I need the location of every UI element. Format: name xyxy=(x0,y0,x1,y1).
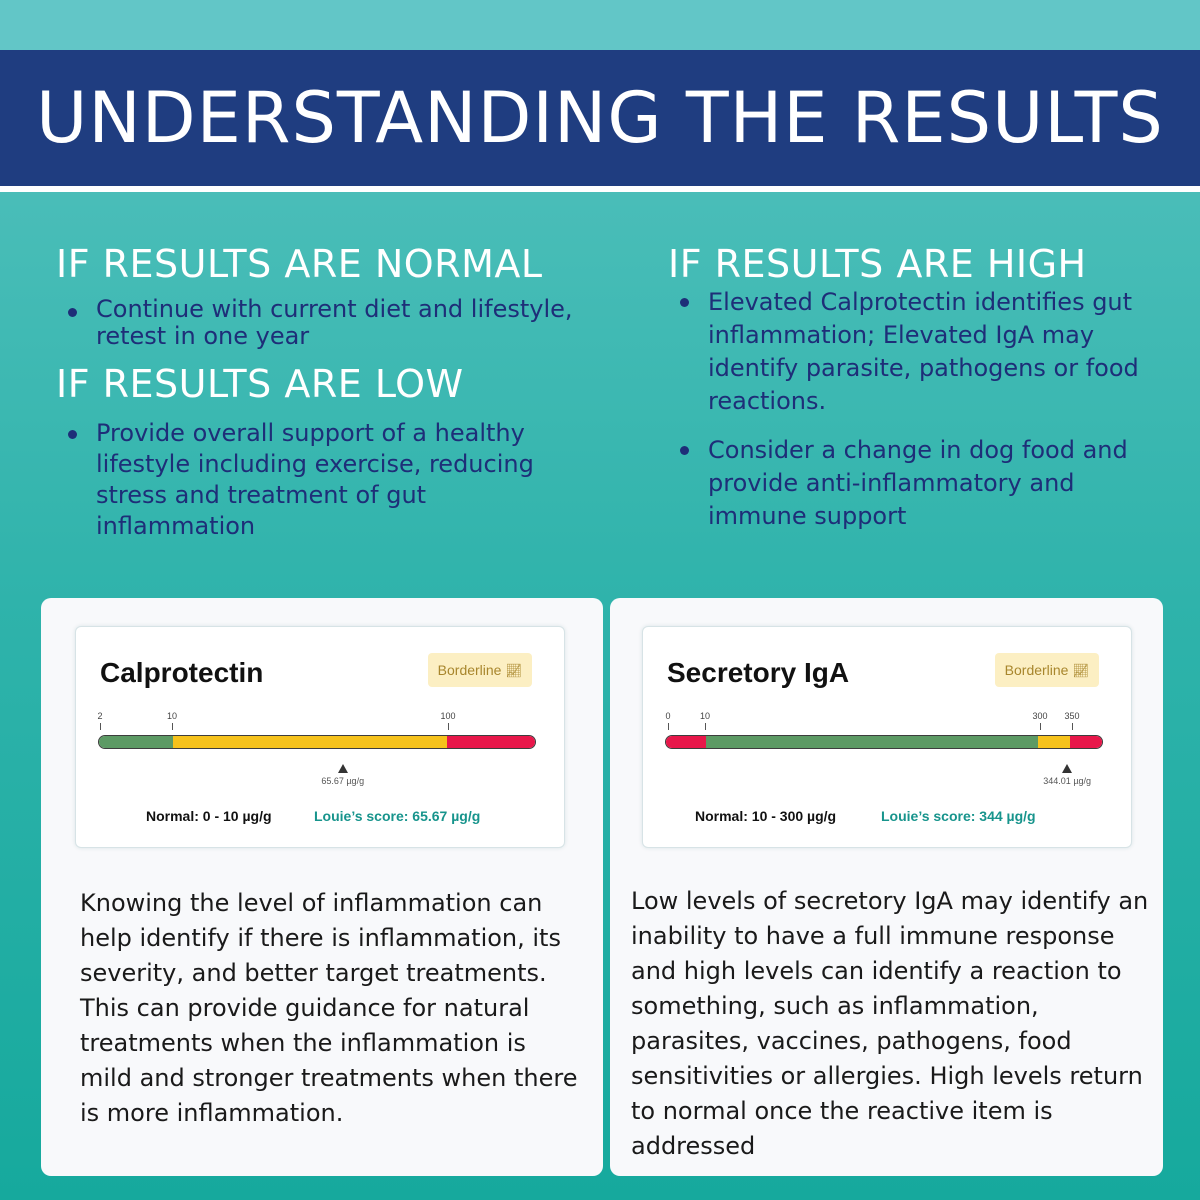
list-item: Continue with current diet and lifestyle… xyxy=(56,296,576,350)
bullet-dot xyxy=(680,446,689,455)
tick-label: 0 xyxy=(665,711,671,721)
range-segment xyxy=(1070,736,1102,748)
tick-label: 2 xyxy=(97,711,103,721)
status-badge: Borderline 📈︎ xyxy=(994,653,1099,687)
range-segment xyxy=(705,736,1039,748)
tick-mark xyxy=(1040,723,1041,730)
high-heading: IF RESULTS ARE HIGH xyxy=(668,242,1087,286)
list-item: Consider a change in dog food and provid… xyxy=(668,434,1178,533)
trend-chart-icon: 📈︎ xyxy=(505,663,522,678)
score-marker xyxy=(337,764,348,773)
tick-label: 300 xyxy=(1032,711,1048,721)
normal-list: Continue with current diet and lifestyle… xyxy=(56,296,576,364)
low-heading: IF RESULTS ARE LOW xyxy=(56,362,464,406)
page-title: UNDERSTANDING THE RESULTS xyxy=(36,77,1164,159)
calprotectin-panel: Calprotectin Borderline 📈︎ Normal: 0 - 10… xyxy=(41,598,603,1176)
score-marker xyxy=(1062,764,1073,773)
bullet-dot xyxy=(68,308,77,317)
tick-label: 100 xyxy=(440,711,456,721)
calprotectin-card: Calprotectin Borderline 📈︎ Normal: 0 - 10… xyxy=(75,626,565,848)
score-label: Louie’s score: 344 µg/g xyxy=(881,808,1036,824)
tick-mark xyxy=(448,723,449,730)
low-list: Provide overall support of a healthy lif… xyxy=(56,418,556,556)
iga-description: Low levels of secretory IgA may identify… xyxy=(631,887,1149,1160)
tick-mark xyxy=(1072,723,1073,730)
tick-label: 10 xyxy=(166,711,178,721)
bullet-dot xyxy=(680,298,689,307)
calprotectin-description: Knowing the level of inflammation can he… xyxy=(80,889,578,1127)
card-title: Secretory IgA xyxy=(667,657,850,688)
normal-heading: IF RESULTS ARE NORMAL xyxy=(56,242,543,286)
marker-label: 65.67 µg/g xyxy=(321,776,365,786)
range-segment xyxy=(447,736,535,748)
tick-label: 350 xyxy=(1064,711,1080,721)
tick-label: 10 xyxy=(699,711,711,721)
trend-chart-icon: 📈︎ xyxy=(1072,663,1089,678)
top-strip xyxy=(0,0,1200,50)
range-segment xyxy=(172,736,448,748)
list-item: Elevated Calprotectin identifies gut inf… xyxy=(668,286,1178,418)
iga-card: Secretory IgA Borderline 📈︎ Normal: 10 - … xyxy=(642,626,1132,848)
list-item: Provide overall support of a healthy lif… xyxy=(56,418,556,542)
iga-panel: Secretory IgA Borderline 📈︎ Normal: 10 - … xyxy=(610,598,1163,1176)
score-label: Louie’s score: 65.67 µg/g xyxy=(314,808,481,824)
normal-range-label: Normal: 0 - 10 µg/g xyxy=(146,808,272,824)
tick-mark xyxy=(668,723,669,730)
range-segment xyxy=(1038,736,1071,748)
title-banner: UNDERSTANDING THE RESULTS xyxy=(0,50,1200,192)
card-title: Calprotectin xyxy=(100,657,264,688)
high-list: Elevated Calprotectin identifies gut inf… xyxy=(668,286,1178,547)
tick-mark xyxy=(705,723,706,730)
marker-label: 344.01 µg/g xyxy=(1043,776,1092,786)
bullet-dot xyxy=(68,430,77,439)
status-badge: Borderline 📈︎ xyxy=(427,653,532,687)
tick-mark xyxy=(172,723,173,730)
range-bar xyxy=(665,735,1103,749)
normal-range-label: Normal: 10 - 300 µg/g xyxy=(695,808,837,824)
range-bar xyxy=(98,735,536,749)
range-segment xyxy=(99,736,173,748)
range-segment xyxy=(666,736,706,748)
tick-mark xyxy=(100,723,101,730)
